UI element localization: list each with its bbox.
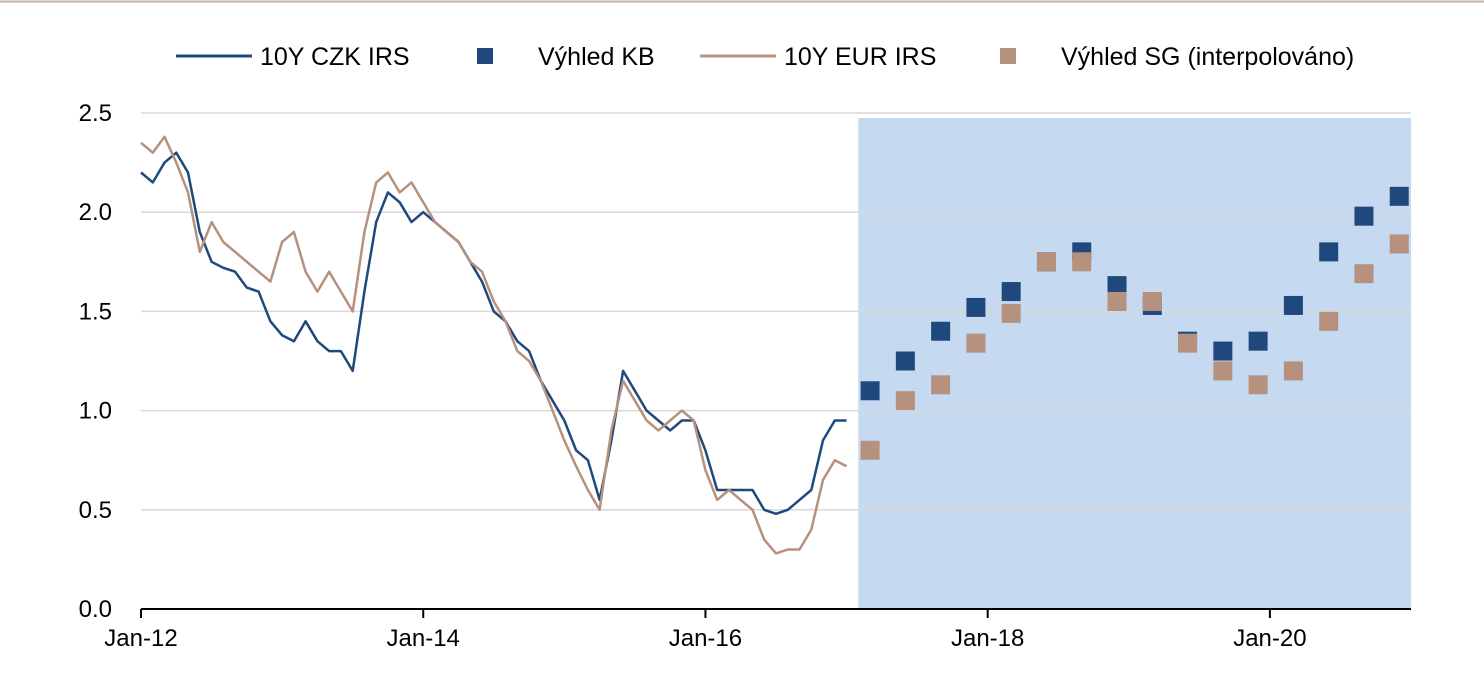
x-tick-label: Jan-18 [951,625,1024,652]
series-marker-1 [1319,242,1339,262]
y-axis-tick-labels: 0.0 0.5 1.0 1.5 2.0 2.5 [79,100,112,623]
series-marker-1 [1107,276,1127,296]
series-line-2 [140,135,848,555]
x-axis-ticks [140,609,1271,618]
y-tick-label: 2.0 [79,199,112,226]
legend-item: Výhled SG (interpolováno) [1000,43,1354,71]
series-line-0 [140,151,847,516]
series-marker-3 [1036,252,1056,272]
legend-label: Výhled KB [538,43,655,71]
legend-item: 10Y CZK IRS [176,43,410,71]
legend-label: 10Y EUR IRS [784,43,936,71]
y-tick-label: 1.5 [79,298,112,325]
series-marker-1 [1283,295,1303,315]
legend: 10Y CZK IRS Výhled KB 10Y EUR IRS Výhled SG… [176,43,1354,71]
series-marker-3 [895,391,915,411]
y-tick-label: 2.5 [79,100,112,127]
series-marker-3 [1213,361,1233,381]
legend-marker-swatch [477,48,493,64]
series-marker-1 [1001,282,1021,302]
series-marker-3 [1283,361,1303,381]
series-layer [140,135,1409,555]
series-marker-3 [1001,303,1021,323]
x-tick-label: Jan-12 [104,625,177,652]
series-marker-1 [966,297,986,317]
series-marker-3 [966,333,986,353]
series-marker-1 [1213,341,1233,361]
forecast-region [858,118,1411,609]
series-marker-3 [1389,234,1409,254]
series-marker-3 [860,440,880,460]
series-marker-1 [931,321,951,341]
y-tick-label: 0.5 [79,497,112,524]
series-marker-3 [1354,264,1374,284]
series-marker-3 [1178,333,1198,353]
y-tick-label: 0.0 [79,596,112,623]
series-marker-1 [860,381,880,401]
series-marker-3 [1072,252,1092,272]
series-marker-3 [1248,375,1268,395]
legend-item: 10Y EUR IRS [700,43,936,71]
x-axis-tick-labels: Jan-12 Jan-14 Jan-16 Jan-18 Jan-20 [104,625,1306,652]
y-tick-label: 1.0 [79,398,112,425]
legend-label: 10Y CZK IRS [260,43,410,71]
x-tick-label: Jan-16 [669,625,742,652]
series-marker-3 [1319,311,1339,331]
legend-label: Výhled SG (interpolováno) [1061,43,1354,71]
series-marker-1 [1389,186,1409,206]
series-marker-3 [931,375,951,395]
legend-item: Výhled KB [477,43,655,71]
series-marker-3 [1107,291,1127,311]
series-marker-1 [895,351,915,371]
legend-marker-swatch [1000,48,1016,64]
series-marker-3 [1142,291,1162,311]
x-tick-label: Jan-14 [387,625,460,652]
x-tick-label: Jan-20 [1233,625,1306,652]
series-marker-1 [1248,331,1268,351]
series-marker-1 [1354,206,1374,226]
